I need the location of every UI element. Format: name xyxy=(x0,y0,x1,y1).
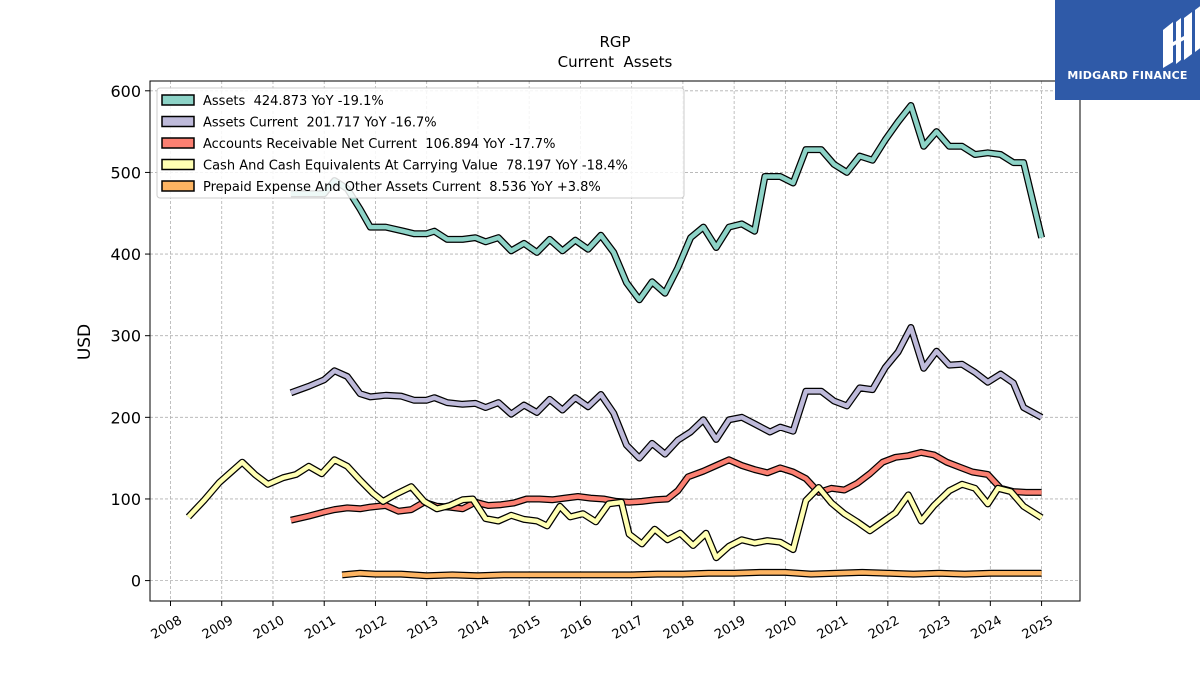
legend-swatch-2 xyxy=(161,137,195,149)
x-tick-label: 2013 xyxy=(405,613,441,643)
x-tick-label: 2023 xyxy=(917,613,953,643)
x-tick-label: 2015 xyxy=(507,613,543,643)
x-tick-label: 2025 xyxy=(1020,613,1056,643)
legend-swatch-3 xyxy=(161,158,195,171)
y-tick-label: 300 xyxy=(110,327,141,346)
y-tick-label: 500 xyxy=(110,163,141,182)
y-tick-label: 400 xyxy=(110,245,141,264)
legend-swatch-1 xyxy=(161,115,195,128)
series-line-0 xyxy=(290,103,1044,303)
plot-frame xyxy=(149,80,1081,602)
brand-logo: MIDGARD FINANCE xyxy=(1055,0,1200,100)
legend-swatch-4 xyxy=(161,180,195,192)
chart-title: RGP xyxy=(599,33,630,51)
legend-label-1: Assets Current 201.717 YoY -16.7% xyxy=(203,116,437,131)
legend-label-2: Accounts Receivable Net Current 106.894 … xyxy=(203,137,555,152)
legend-swatch-0 xyxy=(161,94,195,106)
x-tick-label: 2011 xyxy=(302,613,338,643)
series-lines xyxy=(185,102,1046,580)
legend-label-3: Cash And Cash Equivalents At Carrying Va… xyxy=(203,159,628,174)
series-line-1 xyxy=(290,325,1043,461)
x-tick-label: 2021 xyxy=(815,613,851,643)
x-tick-label: 2019 xyxy=(712,613,748,643)
y-tick-label: 0 xyxy=(131,572,141,591)
x-tick-label: 2010 xyxy=(251,613,287,643)
x-tick-label: 2016 xyxy=(559,613,595,643)
x-tick-label: 2008 xyxy=(149,613,185,643)
x-tick-label: 2020 xyxy=(764,613,800,643)
x-tick-label: 2014 xyxy=(456,613,492,643)
series-line-2 xyxy=(290,450,1042,523)
x-tick-label: 2017 xyxy=(610,613,646,643)
brand-logo-mark-icon xyxy=(1163,6,1200,68)
chart-subtitle: Current Assets xyxy=(558,53,673,71)
y-tick-label: 100 xyxy=(110,490,141,509)
legend: Assets 424.873 YoY -19.1% Assets Current … xyxy=(156,87,685,199)
x-tick-label: 2009 xyxy=(200,613,236,643)
legend-box xyxy=(156,87,685,199)
y-tick-label: 200 xyxy=(110,408,141,427)
series-line-3 xyxy=(186,457,1043,560)
x-tick-label: 2022 xyxy=(866,613,902,643)
y-tick-label: 600 xyxy=(110,82,141,101)
series-line-4 xyxy=(341,570,1042,578)
legend-label-4: Prepaid Expense And Other Assets Current… xyxy=(203,180,601,195)
legend-label-0: Assets 424.873 YoY -19.1% xyxy=(203,94,384,109)
series-line-outline-1 xyxy=(289,324,1044,462)
x-tick-label: 2024 xyxy=(969,613,1005,643)
x-tick-label: 2018 xyxy=(661,613,697,643)
y-axis-label: USD xyxy=(75,324,95,360)
x-tick-label: 2012 xyxy=(354,613,390,643)
brand-logo-text: MIDGARD FINANCE xyxy=(1067,69,1188,82)
